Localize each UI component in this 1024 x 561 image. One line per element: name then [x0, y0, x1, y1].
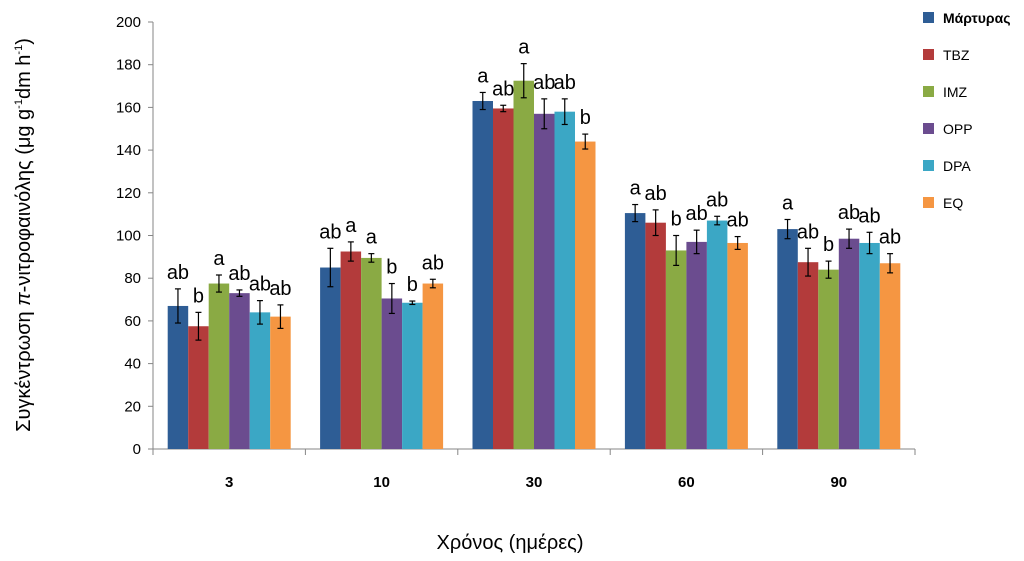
bar [270, 316, 291, 449]
significance-letter: a [782, 192, 794, 214]
bar [859, 242, 880, 449]
bar [340, 251, 362, 449]
bar [797, 262, 819, 449]
x-category-label: 10 [373, 474, 390, 491]
bar [727, 242, 748, 449]
bar [838, 238, 860, 449]
x-category-label: 60 [678, 474, 695, 491]
significance-letter: a [366, 227, 378, 249]
legend: Μάρτυρας TBZ IMZ OPP DPA EQ [923, 10, 1010, 211]
y-tick-label: 80 [124, 270, 141, 287]
significance-letter: a [630, 178, 642, 200]
legend-swatch [923, 123, 934, 134]
bar [167, 305, 189, 449]
bar [208, 283, 230, 449]
significance-letter: b [671, 209, 682, 231]
bar [472, 100, 493, 450]
plot-area: 0204060801001201401601802003abbaababab10… [116, 14, 916, 491]
legend-swatch [923, 197, 934, 208]
bar [645, 222, 666, 449]
significance-letter: ab [269, 278, 291, 300]
significance-letter: ab [492, 78, 514, 100]
legend-swatch [923, 12, 934, 23]
significance-letter: b [386, 257, 397, 279]
bar [361, 257, 382, 449]
significance-letter: ab [838, 202, 860, 224]
x-axis-title: Χρόνος (ημέρες) [437, 532, 584, 554]
legend-swatch [923, 86, 934, 97]
y-tick-label: 60 [124, 313, 141, 330]
y-tick-label: 20 [124, 398, 141, 415]
bar [422, 283, 444, 449]
y-tick-label: 120 [116, 185, 141, 202]
significance-letter: ab [706, 189, 728, 211]
bar [381, 298, 403, 449]
legend-swatch [923, 49, 934, 60]
y-tick-label: 160 [116, 99, 141, 116]
legend-label: TBZ [943, 47, 970, 63]
legend-label: IMZ [943, 84, 968, 100]
significance-letter: ab [858, 205, 880, 227]
significance-letter: b [193, 285, 204, 307]
x-category-label: 30 [526, 474, 543, 491]
y-tick-label: 100 [116, 228, 141, 245]
significance-letter: b [823, 234, 834, 256]
bar [513, 80, 534, 450]
significance-letter: ab [797, 221, 819, 243]
significance-letter: ab [727, 210, 749, 232]
significance-letter: ab [249, 274, 271, 296]
y-tick-label: 40 [124, 356, 141, 373]
significance-letter: ab [686, 203, 708, 225]
bar [665, 250, 687, 449]
significance-letter: ab [645, 183, 667, 205]
legend-label: OPP [943, 121, 973, 137]
x-category-label: 90 [830, 474, 847, 491]
legend-label: DPA [943, 158, 971, 174]
bar [879, 263, 901, 449]
bar [229, 293, 250, 449]
legend-label: EQ [943, 195, 963, 211]
bar [554, 111, 575, 450]
bar [706, 220, 728, 449]
bar [188, 326, 209, 449]
significance-letter: ab [319, 221, 341, 243]
x-category-label: 3 [225, 474, 233, 491]
significance-letter: ab [533, 72, 555, 94]
significance-letter: a [518, 37, 530, 59]
bar [249, 312, 271, 449]
y-tick-label: 140 [116, 142, 141, 159]
y-axis-title: Συγκέντρωση π-νιτροφαινόλης (μg g-1dm h-… [13, 38, 35, 432]
significance-letter: a [345, 215, 357, 237]
bar [818, 269, 839, 449]
bar [320, 267, 341, 449]
bar [624, 213, 646, 449]
legend-label: Μάρτυρας [943, 10, 1010, 26]
significance-letter: ab [228, 263, 250, 285]
bar [575, 141, 596, 449]
y-tick-label: 200 [116, 14, 141, 31]
bar [402, 302, 423, 449]
legend-swatch [923, 160, 934, 171]
bar [686, 241, 707, 449]
significance-letter: ab [554, 72, 576, 94]
y-tick-label: 0 [133, 441, 141, 458]
significance-letter: ab [422, 252, 444, 274]
significance-letter: ab [879, 227, 901, 249]
significance-letter: ab [167, 262, 189, 284]
y-tick-label: 180 [116, 57, 141, 74]
bar [534, 113, 555, 450]
significance-letter: a [477, 65, 489, 87]
bar [493, 108, 514, 449]
significance-letter: b [580, 107, 591, 129]
significance-letter: a [213, 248, 225, 270]
bar [777, 229, 798, 449]
significance-letter: b [407, 274, 418, 296]
